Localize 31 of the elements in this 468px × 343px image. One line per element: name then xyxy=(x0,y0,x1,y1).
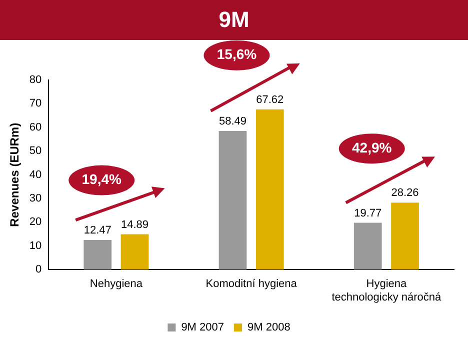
x-tick-label: Hygiena technologicky náročná xyxy=(332,278,442,304)
y-axis-title: Revenues (EURm) xyxy=(8,122,22,227)
data-label: 12.47 xyxy=(84,224,112,237)
bar xyxy=(391,202,419,270)
text: 15,6% xyxy=(216,46,258,62)
bar xyxy=(120,234,149,270)
legend-label: 9M 2008 xyxy=(248,322,290,334)
y-tick-label: 70 xyxy=(29,98,42,110)
y-tick-label: 50 xyxy=(29,145,42,158)
y-tick-label: 30 xyxy=(29,192,42,205)
chart-title: 9M xyxy=(0,0,468,40)
y-tick-label: 10 xyxy=(29,240,42,252)
y-tick-label: 20 xyxy=(29,216,42,228)
bar xyxy=(256,109,284,270)
x-tick-label: Nehygiena xyxy=(90,278,144,290)
y-tick-label: 0 xyxy=(36,264,42,276)
data-label: 28.26 xyxy=(391,187,419,200)
bar xyxy=(218,130,247,270)
bar xyxy=(354,222,382,270)
annotation: 19,4% xyxy=(82,171,122,188)
y-tick-label: 80 xyxy=(29,74,42,86)
y-tick-label: 60 xyxy=(29,121,42,134)
data-label: 19.77 xyxy=(354,207,382,220)
x-tick-label: Komoditní hygiena xyxy=(206,278,298,290)
data-label: 67.62 xyxy=(256,94,284,106)
bar xyxy=(84,240,112,270)
data-label: 58.49 xyxy=(218,116,247,128)
data-label: 14.89 xyxy=(121,218,149,231)
legend-label: 9M 2007 xyxy=(181,322,224,334)
y-tick-label: 40 xyxy=(29,168,42,181)
annotation: 42,9% xyxy=(352,139,392,156)
